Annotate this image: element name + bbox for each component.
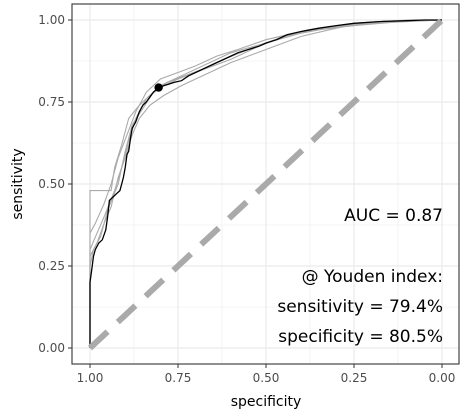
y-tick-label: 0.50 — [38, 177, 65, 191]
y-tick-label: 0.25 — [38, 259, 65, 273]
y-tick-label: 0.75 — [38, 95, 65, 109]
x-tick-label: 0.25 — [341, 371, 368, 385]
youden-header-label: @ Youden index: — [302, 267, 443, 287]
x-tick-label: 0.00 — [429, 371, 456, 385]
youden-sensitivity-label: sensitivity = 79.4% — [277, 297, 443, 317]
youden-specificity-label: specificity = 80.5% — [278, 327, 443, 347]
y-axis-title: sensitivity — [10, 148, 26, 219]
reference-diagonal — [87, 17, 445, 351]
x-axis-title: specificity — [231, 394, 302, 410]
x-tick-label: 0.75 — [165, 371, 192, 385]
x-tick-label: 1.00 — [77, 371, 104, 385]
resample-roc-curve — [89, 19, 443, 348]
auc-label: AUC = 0.87 — [344, 206, 443, 226]
youden-point — [154, 83, 163, 92]
y-tick-label: 1.00 — [38, 13, 65, 27]
x-tick-label: 0.50 — [253, 371, 280, 385]
y-tick-label: 0.00 — [38, 341, 65, 355]
axis-ticks: 1.00 0.75 0.50 0.25 0.00 0.00 0.25 0.50 0.75 1.00 — [38, 13, 455, 385]
